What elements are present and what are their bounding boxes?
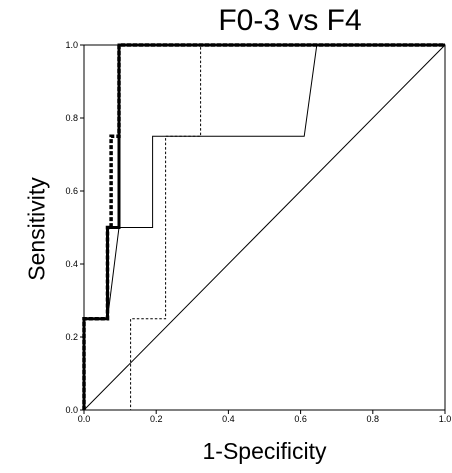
y-tick-label: 0.4 [65,259,78,269]
y-tick-label: 0.0 [65,405,78,415]
x-tick-label: 0.4 [222,414,235,424]
x-tick-label: 0.2 [150,414,163,424]
reference-diagonal [83,44,446,411]
x-tick-label: 0.6 [294,414,307,424]
y-tick-label: 0.2 [65,332,78,342]
y-tick-label: 0.8 [65,113,78,123]
roc-curve-thick-solid [82,43,445,410]
x-axis-label: 1-Specificity [202,438,327,464]
x-tick-label: 0.8 [367,414,380,424]
y-tick-label: 0.6 [65,186,78,196]
y-tick-label: 1.0 [65,40,78,50]
x-tick-label: 0.0 [78,414,91,424]
chart-title: F0-3 vs F4 [218,4,362,37]
x-tick-label: 1.0 [439,414,452,424]
